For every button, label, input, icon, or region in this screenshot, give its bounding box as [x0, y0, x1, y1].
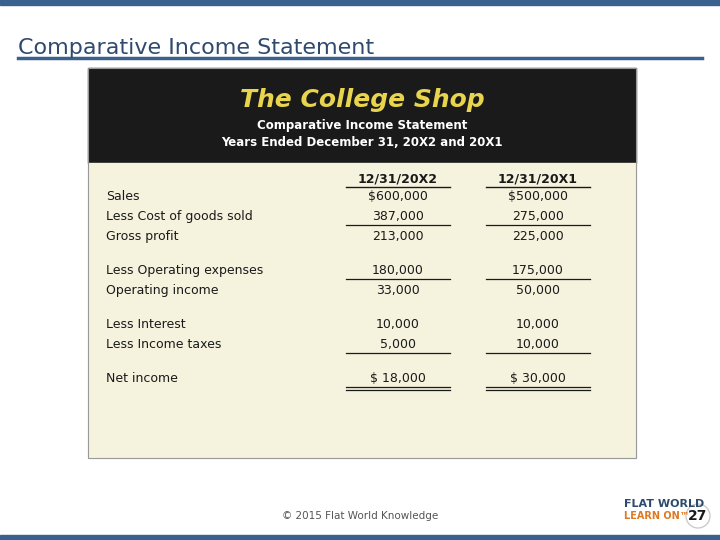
Circle shape: [686, 504, 710, 528]
Text: 33,000: 33,000: [376, 284, 420, 297]
Text: Comparative Income Statement: Comparative Income Statement: [257, 119, 467, 132]
Text: 387,000: 387,000: [372, 210, 424, 223]
Bar: [88, 68, 636, 163]
Text: Comparative Income Statement: Comparative Income Statement: [18, 38, 374, 58]
Text: 10,000: 10,000: [516, 318, 560, 331]
Text: Sales: Sales: [106, 190, 140, 203]
Text: Less Interest: Less Interest: [106, 318, 186, 331]
Text: Less Income taxes: Less Income taxes: [106, 338, 221, 351]
Text: Net income: Net income: [106, 372, 178, 385]
Text: 10,000: 10,000: [376, 318, 420, 331]
Text: 180,000: 180,000: [372, 264, 424, 277]
Text: 10,000: 10,000: [516, 338, 560, 351]
Text: The College Shop: The College Shop: [240, 88, 485, 112]
Text: Gross profit: Gross profit: [106, 230, 179, 243]
Text: Operating income: Operating income: [106, 284, 218, 297]
Text: 5,000: 5,000: [380, 338, 416, 351]
Text: $600,000: $600,000: [368, 190, 428, 203]
Text: 275,000: 275,000: [512, 210, 564, 223]
Text: Less Cost of goods sold: Less Cost of goods sold: [106, 210, 253, 223]
Text: © 2015 Flat World Knowledge: © 2015 Flat World Knowledge: [282, 511, 438, 521]
Text: Less Operating expenses: Less Operating expenses: [106, 264, 264, 277]
Text: FLAT WORLD: FLAT WORLD: [624, 499, 704, 509]
Text: 213,000: 213,000: [372, 230, 424, 243]
Text: 27: 27: [688, 509, 708, 523]
Text: 225,000: 225,000: [512, 230, 564, 243]
Text: 12/31/20X1: 12/31/20X1: [498, 172, 578, 185]
Text: LEARN ON™: LEARN ON™: [624, 511, 690, 521]
Text: $500,000: $500,000: [508, 190, 568, 203]
Text: $ 18,000: $ 18,000: [370, 372, 426, 385]
Bar: [0, 0, 720, 5]
Text: Years Ended December 31, 20X2 and 20X1: Years Ended December 31, 20X2 and 20X1: [221, 136, 503, 148]
Bar: [0, 535, 720, 540]
Text: 12/31/20X2: 12/31/20X2: [358, 172, 438, 185]
Text: 50,000: 50,000: [516, 284, 560, 297]
Bar: [88, 68, 636, 458]
Bar: [88, 163, 636, 458]
Text: $ 30,000: $ 30,000: [510, 372, 566, 385]
Text: 175,000: 175,000: [512, 264, 564, 277]
